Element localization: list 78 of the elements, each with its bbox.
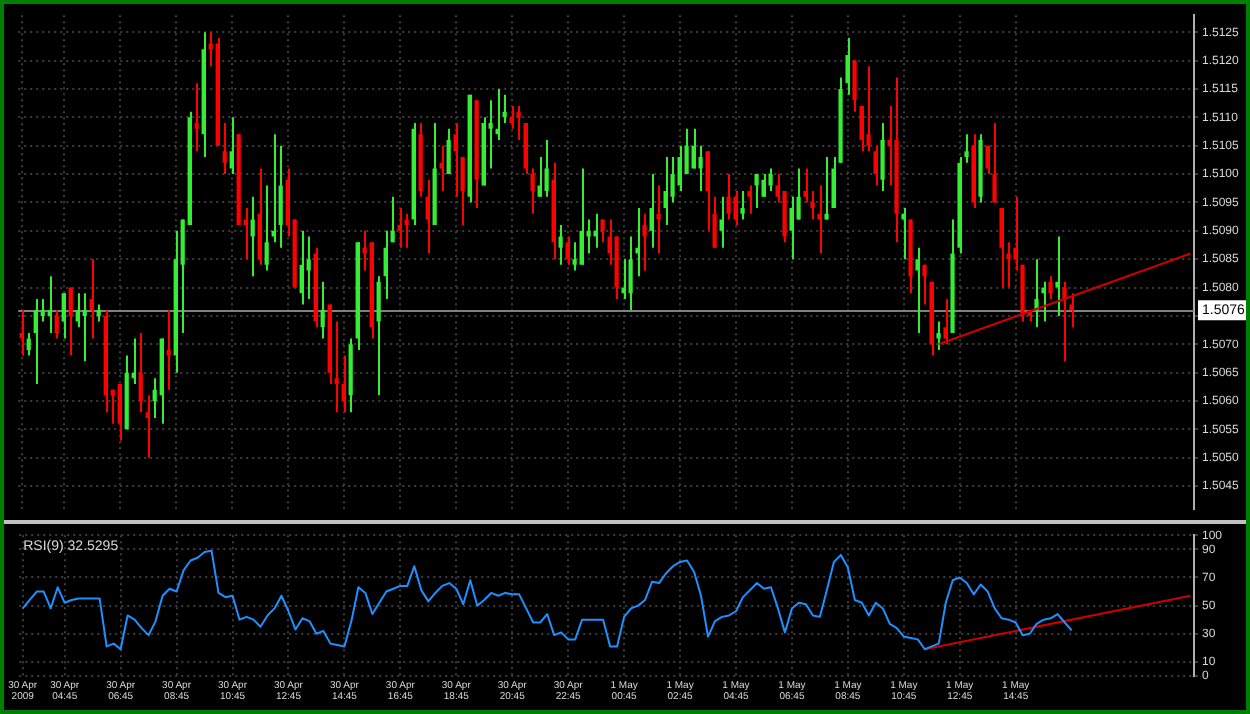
candlestick [33, 297, 38, 385]
candlestick [565, 235, 570, 266]
candlestick [663, 156, 668, 227]
candlestick [1062, 280, 1067, 363]
candlestick [523, 122, 528, 176]
candlestick [880, 122, 885, 193]
candlestick [509, 104, 514, 130]
candlestick [719, 195, 724, 249]
candlestick [166, 309, 171, 391]
candlestick [257, 167, 262, 266]
candlestick [824, 156, 829, 221]
candlestick [1048, 275, 1053, 300]
candlestick [726, 173, 731, 221]
candlestick [859, 104, 864, 153]
candlestick [222, 122, 227, 176]
candlestick [341, 354, 346, 414]
candlestick [145, 394, 150, 459]
candlestick [768, 167, 773, 193]
candlestick [901, 207, 906, 261]
candlestick [299, 229, 304, 306]
candlestick [600, 218, 605, 244]
candlestick [789, 195, 794, 261]
candlestick [992, 122, 997, 204]
candlestick [698, 144, 703, 193]
candlestick [642, 212, 647, 272]
candlestick [691, 127, 696, 170]
candlestick [747, 184, 752, 215]
candlestick [334, 320, 339, 414]
candlestick [404, 212, 409, 249]
candlestick [964, 133, 969, 164]
candlestick [544, 139, 549, 198]
candlestick [873, 144, 878, 187]
candlestick [985, 144, 990, 176]
candlestick [229, 116, 234, 176]
candlestick [1034, 258, 1039, 329]
candlestick [117, 382, 122, 442]
candlestick [999, 207, 1004, 289]
candlestick [754, 173, 759, 210]
candlestick [453, 122, 458, 198]
candlestick [376, 275, 381, 397]
candlestick [425, 178, 430, 255]
candlestick [943, 297, 948, 346]
candlestick [397, 207, 402, 249]
candlestick [194, 82, 199, 153]
candlestick [530, 167, 535, 215]
candlestick [138, 331, 143, 414]
candlestick [628, 235, 633, 312]
candlestick [68, 286, 73, 357]
candlestick [845, 36, 850, 96]
candlestick [803, 167, 808, 204]
candlestick [264, 184, 269, 272]
candlestick [817, 184, 822, 255]
candlestick [740, 190, 745, 221]
candlestick [579, 167, 584, 266]
candlestick [677, 144, 682, 193]
candlestick [712, 195, 717, 249]
candlestick [47, 275, 52, 334]
candlestick [89, 258, 94, 340]
candlestick [936, 320, 941, 351]
candlestick [1006, 241, 1011, 289]
candlestick [19, 309, 24, 357]
candlestick [446, 127, 451, 176]
candlestick [383, 229, 388, 300]
candlestick [558, 224, 563, 266]
candlestick [61, 292, 66, 340]
candlestick [54, 309, 59, 340]
candlestick [1055, 235, 1060, 317]
candlestick [649, 173, 654, 249]
candlestick [320, 280, 325, 340]
candlestick [306, 235, 311, 300]
candlestick [537, 156, 542, 198]
candlestick [82, 292, 87, 363]
candlestick [75, 292, 80, 329]
candlestick [250, 195, 255, 278]
candlestick [810, 190, 815, 221]
candlestick [866, 65, 871, 153]
candlestick [26, 331, 31, 357]
candlestick [915, 246, 920, 334]
